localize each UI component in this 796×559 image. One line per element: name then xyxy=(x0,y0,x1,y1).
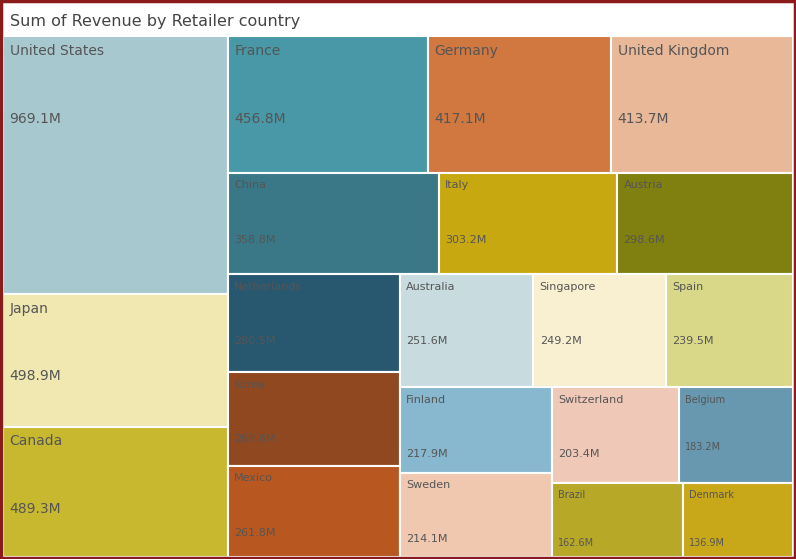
Bar xyxy=(428,36,611,173)
Text: France: France xyxy=(234,44,280,58)
Bar xyxy=(552,387,678,482)
Text: 239.5M: 239.5M xyxy=(672,336,713,346)
Bar xyxy=(611,36,793,173)
Bar xyxy=(400,274,533,387)
Text: Korea: Korea xyxy=(234,380,266,390)
Text: Sweden: Sweden xyxy=(406,480,451,490)
Text: Belgium: Belgium xyxy=(685,395,725,405)
Text: Finland: Finland xyxy=(406,395,447,405)
Text: 136.9M: 136.9M xyxy=(689,538,725,548)
Text: Netherlands: Netherlands xyxy=(234,282,302,292)
Bar xyxy=(3,36,228,294)
Bar xyxy=(228,173,439,274)
Text: 358.8M: 358.8M xyxy=(234,235,275,244)
Bar xyxy=(400,472,552,557)
Text: 183.2M: 183.2M xyxy=(685,442,721,452)
Bar xyxy=(228,466,400,557)
Text: Spain: Spain xyxy=(672,282,703,292)
Bar xyxy=(3,294,228,427)
Text: Singapore: Singapore xyxy=(540,282,596,292)
Text: 269.8M: 269.8M xyxy=(234,434,276,444)
Text: 303.2M: 303.2M xyxy=(445,235,486,244)
Bar xyxy=(533,274,665,387)
Text: Austria: Austria xyxy=(623,181,663,191)
Text: 498.9M: 498.9M xyxy=(10,369,61,383)
Text: 413.7M: 413.7M xyxy=(618,112,669,126)
Text: Denmark: Denmark xyxy=(689,490,734,500)
Text: 249.2M: 249.2M xyxy=(540,336,581,346)
Text: 203.4M: 203.4M xyxy=(558,449,599,459)
Text: Japan: Japan xyxy=(10,302,49,316)
Text: United States: United States xyxy=(10,44,103,58)
Text: Italy: Italy xyxy=(445,181,470,191)
Bar xyxy=(228,372,400,466)
Text: 969.1M: 969.1M xyxy=(10,112,61,126)
Text: 217.9M: 217.9M xyxy=(406,449,447,459)
Text: Mexico: Mexico xyxy=(234,473,273,484)
Text: 489.3M: 489.3M xyxy=(10,502,61,516)
Text: 251.6M: 251.6M xyxy=(406,336,447,346)
Bar xyxy=(678,387,793,482)
Bar xyxy=(665,274,793,387)
Text: Switzerland: Switzerland xyxy=(558,395,623,405)
Text: 214.1M: 214.1M xyxy=(406,534,447,544)
Text: China: China xyxy=(234,181,267,191)
Bar xyxy=(617,173,793,274)
Text: 417.1M: 417.1M xyxy=(435,112,486,126)
Text: 261.8M: 261.8M xyxy=(234,528,275,538)
Text: 280.5M: 280.5M xyxy=(234,336,275,346)
Bar xyxy=(228,274,400,372)
Bar xyxy=(400,387,552,472)
Text: 456.8M: 456.8M xyxy=(234,112,286,126)
Bar xyxy=(439,173,617,274)
Bar xyxy=(682,482,793,557)
Text: Germany: Germany xyxy=(435,44,498,58)
Bar xyxy=(3,427,228,557)
Text: 298.6M: 298.6M xyxy=(623,235,665,244)
Bar xyxy=(228,36,428,173)
Text: United Kingdom: United Kingdom xyxy=(618,44,729,58)
Text: Brazil: Brazil xyxy=(558,490,585,500)
Text: 162.6M: 162.6M xyxy=(558,538,594,548)
Text: Canada: Canada xyxy=(10,434,63,448)
Text: Australia: Australia xyxy=(406,282,455,292)
Bar xyxy=(552,482,682,557)
Text: Sum of Revenue by Retailer country: Sum of Revenue by Retailer country xyxy=(10,13,300,29)
